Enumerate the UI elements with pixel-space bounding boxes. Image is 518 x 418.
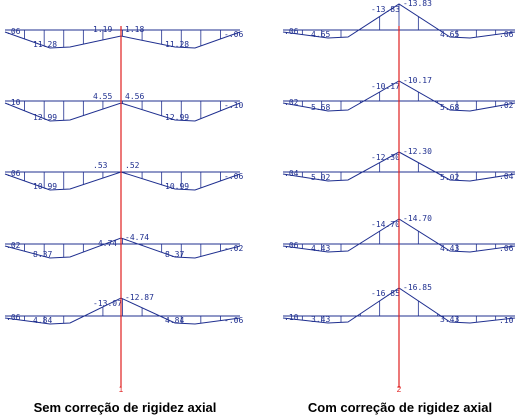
moment-label: -10.17 bbox=[371, 82, 400, 91]
moment-label: 4.43 bbox=[311, 244, 330, 253]
moment-label: 10.99 bbox=[33, 182, 57, 191]
moment-label: .53 bbox=[93, 161, 108, 170]
moment-label: -13.83 bbox=[403, 0, 432, 8]
column-label: 1 bbox=[119, 385, 124, 394]
moment-label: .04 bbox=[284, 169, 299, 178]
moment-label: -4.74 bbox=[93, 239, 117, 248]
moment-label: -14.70 bbox=[403, 214, 432, 223]
moment-label: 5.02 bbox=[440, 173, 459, 182]
moment-label: -14.70 bbox=[371, 220, 400, 229]
moment-label: .02 bbox=[6, 241, 21, 250]
moment-label: -13.07 bbox=[93, 299, 122, 308]
moment-label: 8.37 bbox=[33, 250, 52, 259]
moment-label: -16.85 bbox=[371, 289, 400, 298]
moment-label: 4.65 bbox=[311, 30, 330, 39]
moment-label: 3.43 bbox=[440, 315, 459, 324]
moment-label: -16.85 bbox=[403, 283, 432, 292]
moment-label: .10 bbox=[284, 313, 299, 322]
moment-label: -12.30 bbox=[371, 153, 400, 162]
moment-label: .52 bbox=[125, 161, 140, 170]
moment-label: 4.56 bbox=[125, 92, 144, 101]
moment-label: 11.28 bbox=[165, 40, 189, 49]
moment-label: 1.18 bbox=[125, 25, 144, 34]
caption: Com correção de rigidez axial bbox=[308, 400, 492, 415]
moment-label: -.06 bbox=[224, 30, 243, 39]
moment-label: 12.99 bbox=[165, 113, 189, 122]
moment-label: -12.30 bbox=[403, 147, 432, 156]
moment-label: 5.68 bbox=[311, 103, 330, 112]
moment-label: .02 bbox=[284, 98, 299, 107]
moment-label: 10.99 bbox=[165, 182, 189, 191]
moment-label: 3.43 bbox=[311, 315, 330, 324]
moment-label: 4.84 bbox=[165, 316, 184, 325]
moment-label: -12.87 bbox=[125, 293, 154, 302]
moment-label: .10 bbox=[6, 98, 21, 107]
moment-label: 12.99 bbox=[33, 113, 57, 122]
moment-label: 4.43 bbox=[440, 244, 459, 253]
moment-label: 5.02 bbox=[311, 173, 330, 182]
moment-label: 4.65 bbox=[440, 30, 459, 39]
moment-label: .04 bbox=[499, 172, 514, 181]
moment-label: 1.19 bbox=[93, 25, 112, 34]
moment-label: 4.84 bbox=[33, 316, 52, 325]
moment-label: -10.17 bbox=[403, 76, 432, 85]
moment-label: 8.37 bbox=[165, 250, 184, 259]
moment-label: 11.28 bbox=[33, 40, 57, 49]
moment-label: 4.55 bbox=[93, 92, 112, 101]
moment-label: .06 bbox=[499, 244, 514, 253]
moment-label: -.10 bbox=[224, 101, 243, 110]
moment-label: .06 bbox=[284, 241, 299, 250]
moment-label: -.02 bbox=[224, 244, 243, 253]
caption: Sem correção de rigidez axial bbox=[34, 400, 217, 415]
moment-label: -13.83 bbox=[371, 5, 400, 14]
moment-label: .06 bbox=[284, 27, 299, 36]
moment-label: .02 bbox=[499, 101, 514, 110]
moment-label: .06 bbox=[6, 169, 21, 178]
moment-label: .06 bbox=[6, 27, 21, 36]
moment-label: .06 bbox=[499, 30, 514, 39]
moment-label: -4.74 bbox=[125, 233, 149, 242]
moment-label: -.06 bbox=[224, 172, 243, 181]
moment-label: 5.68 bbox=[440, 103, 459, 112]
column-label: 2 bbox=[397, 385, 402, 394]
moment-label: -.06 bbox=[224, 316, 243, 325]
moment-label: .06 bbox=[6, 313, 21, 322]
moment-label: .10 bbox=[499, 316, 514, 325]
